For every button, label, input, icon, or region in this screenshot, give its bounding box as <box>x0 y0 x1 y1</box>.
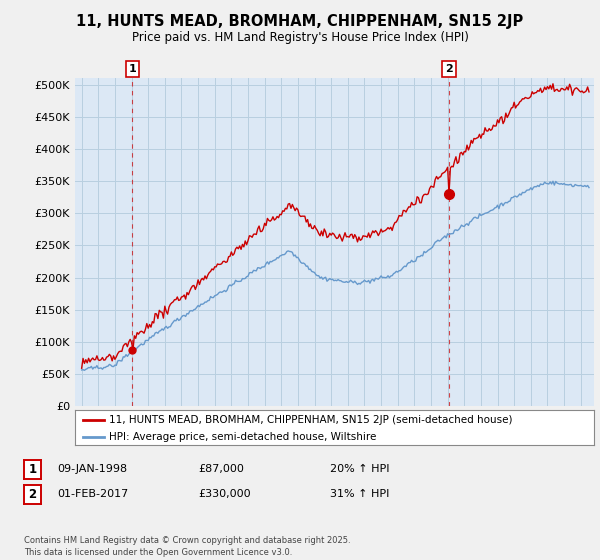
Text: 2: 2 <box>445 64 453 74</box>
Text: 20% ↑ HPI: 20% ↑ HPI <box>330 464 389 474</box>
Text: 2: 2 <box>28 488 37 501</box>
Text: 1: 1 <box>28 463 37 476</box>
Text: £330,000: £330,000 <box>198 489 251 499</box>
Text: 01-FEB-2017: 01-FEB-2017 <box>57 489 128 499</box>
Text: £87,000: £87,000 <box>198 464 244 474</box>
Text: 31% ↑ HPI: 31% ↑ HPI <box>330 489 389 499</box>
Text: 1: 1 <box>128 64 136 74</box>
Text: 11, HUNTS MEAD, BROMHAM, CHIPPENHAM, SN15 2JP: 11, HUNTS MEAD, BROMHAM, CHIPPENHAM, SN1… <box>76 14 524 29</box>
Text: 09-JAN-1998: 09-JAN-1998 <box>57 464 127 474</box>
Text: HPI: Average price, semi-detached house, Wiltshire: HPI: Average price, semi-detached house,… <box>109 432 376 441</box>
Text: Price paid vs. HM Land Registry's House Price Index (HPI): Price paid vs. HM Land Registry's House … <box>131 31 469 44</box>
Text: 11, HUNTS MEAD, BROMHAM, CHIPPENHAM, SN15 2JP (semi-detached house): 11, HUNTS MEAD, BROMHAM, CHIPPENHAM, SN1… <box>109 415 512 425</box>
Text: Contains HM Land Registry data © Crown copyright and database right 2025.
This d: Contains HM Land Registry data © Crown c… <box>24 536 350 557</box>
